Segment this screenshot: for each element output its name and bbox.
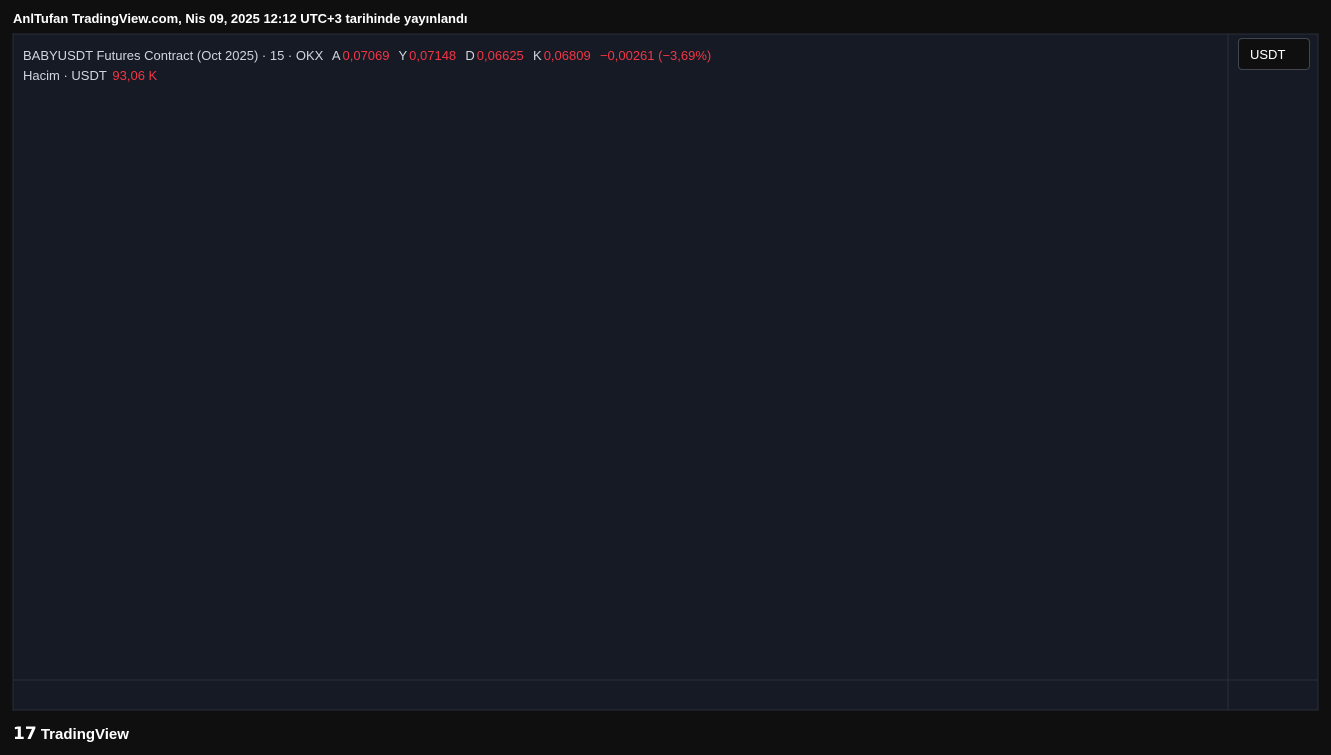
key: A: [331, 48, 341, 63]
legend-row: BABYUSDT Futures Contract (Oct 2025) · 1…: [23, 46, 713, 66]
logo: 𝟭𝟳: [13, 724, 37, 743]
footer-brand: 𝟭𝟳 TradingView: [13, 724, 129, 744]
key: K: [533, 48, 542, 63]
legend-row: Hacim · USDT 93,06 K: [23, 66, 713, 86]
value: 0,07069: [342, 48, 390, 63]
currency-button[interactable]: USDT: [1238, 38, 1310, 70]
value: 93,06 K: [112, 68, 158, 83]
key: Y: [398, 48, 408, 63]
legend: BABYUSDT Futures Contract (Oct 2025) · 1…: [23, 46, 713, 86]
value: 0,07148: [409, 48, 457, 63]
symbol: BABYUSDT Futures Contract (Oct 2025) · 1…: [23, 48, 324, 63]
value: 0,06625: [476, 48, 524, 63]
value: 0,06809: [543, 48, 591, 63]
change: −0,00261 (−3,69%): [599, 48, 712, 63]
key: D: [465, 48, 475, 63]
chart-frame: [12, 33, 1319, 711]
publish-title: AnlTufan TradingView.com, Nis 09, 2025 1…: [13, 11, 468, 26]
brand: TradingView: [40, 726, 129, 743]
key: Hacim · USDT: [23, 68, 107, 83]
